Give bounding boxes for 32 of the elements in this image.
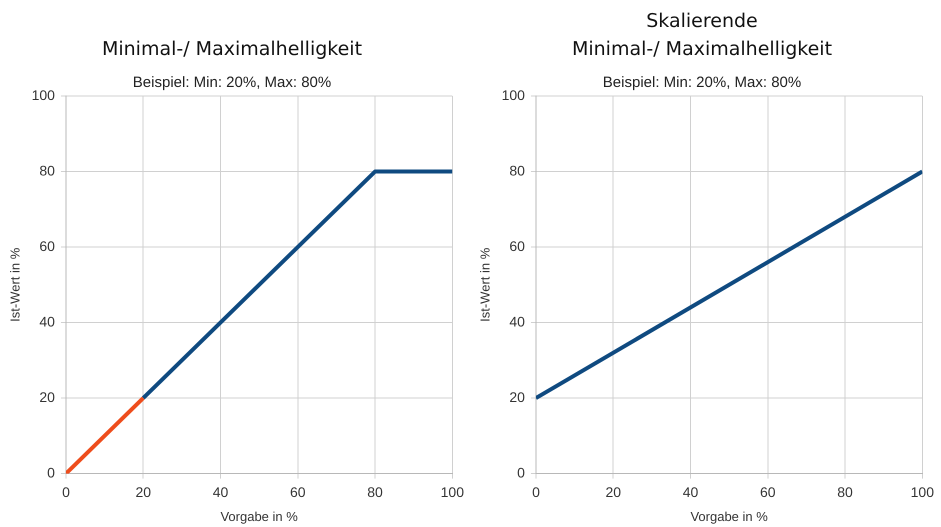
y-tick-label: 40 — [39, 313, 56, 330]
y-tick-label: 0 — [517, 464, 526, 480]
y-axis-title: Ist-Wert in % — [477, 247, 492, 322]
y-tick-label: 20 — [509, 388, 526, 405]
x-tick-label: 100 — [910, 484, 934, 500]
chart-subtitle: Beispiel: Min: 20%, Max: 80% — [602, 74, 802, 92]
x-tick-label: 20 — [135, 484, 152, 500]
x-tick-label: 80 — [837, 484, 854, 500]
x-tick-label: 0 — [62, 484, 70, 500]
y-tick-label: 100 — [32, 86, 56, 103]
x-tick-label: 60 — [760, 484, 776, 500]
x-tick-label: 20 — [605, 484, 622, 500]
y-tick-label: 40 — [509, 313, 526, 330]
x-tick-label: 0 — [532, 484, 540, 500]
y-tick-label: 60 — [509, 238, 526, 254]
x-axis-title: Vorgabe in % — [220, 508, 298, 524]
x-tick-label: 60 — [290, 484, 306, 500]
y-axis-title: Ist-Wert in % — [7, 247, 22, 322]
x-tick-label: 40 — [682, 484, 698, 500]
y-tick-label: 60 — [39, 238, 56, 254]
x-tick-label: 100 — [440, 484, 464, 500]
y-tick-label: 100 — [502, 86, 526, 103]
x-axis-title: Vorgabe in % — [690, 508, 768, 524]
chart-title: Minimal-/ Maximalhelligkeit — [102, 38, 362, 60]
y-tick-label: 20 — [39, 388, 56, 405]
y-tick-label: 80 — [509, 162, 526, 178]
x-tick-label: 80 — [367, 484, 384, 500]
chart-subtitle: Beispiel: Min: 20%, Max: 80% — [132, 74, 332, 92]
y-tick-label: 0 — [47, 464, 56, 480]
chart-title: Skalierende Minimal-/ Maximalhelligkeit — [572, 10, 832, 60]
y-tick-label: 80 — [39, 162, 56, 178]
x-tick-label: 40 — [212, 484, 228, 500]
